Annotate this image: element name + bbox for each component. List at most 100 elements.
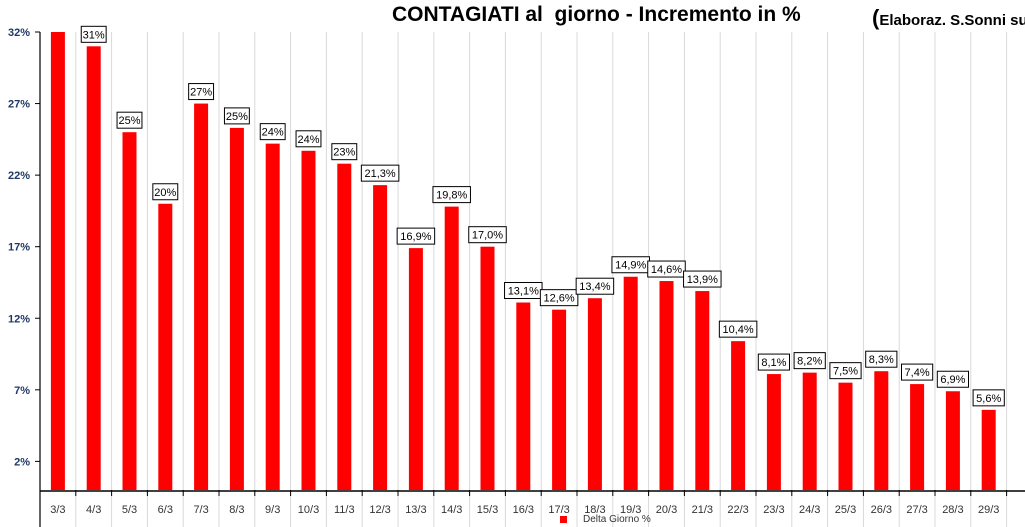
x-tick-label: 11/3 — [334, 504, 355, 516]
data-label-box — [647, 260, 686, 278]
x-tick-label: 22/3 — [727, 504, 748, 516]
data-label-box — [331, 143, 358, 161]
data-label: 13,4% — [579, 281, 610, 293]
data-label-box — [936, 370, 969, 388]
data-label: 21,3% — [364, 168, 395, 180]
x-tick-label: 23/3 — [763, 504, 784, 516]
bar — [802, 372, 817, 490]
data-label: 24% — [262, 127, 284, 139]
x-tick-label: 3/3 — [50, 504, 65, 516]
data-label-box — [223, 107, 250, 125]
bar — [659, 281, 674, 490]
data-label: 19,8% — [436, 190, 467, 202]
y-tick-label: 32% — [8, 27, 30, 39]
data-label-box — [259, 123, 286, 141]
data-label-box — [360, 164, 400, 182]
data-label-box — [793, 352, 826, 370]
data-label-box — [972, 389, 1005, 407]
data-label: 12,6% — [543, 293, 574, 305]
bar — [158, 203, 173, 490]
bar — [229, 127, 244, 491]
x-tick-label: 18/3 — [584, 504, 605, 516]
data-label-box — [116, 111, 143, 129]
bar — [301, 150, 316, 490]
data-label: 14,6% — [651, 264, 682, 276]
bar — [122, 132, 137, 490]
legend-swatch — [560, 516, 567, 523]
data-label: 8,2% — [797, 356, 822, 368]
bar — [373, 185, 388, 491]
bar — [194, 103, 209, 490]
data-label-box — [152, 183, 179, 201]
data-label: 14,9% — [615, 260, 646, 272]
x-tick-label: 7/3 — [193, 504, 208, 516]
x-tick-label: 6/3 — [158, 504, 173, 516]
x-tick-label: 19/3 — [620, 504, 641, 516]
data-label: 31% — [83, 29, 105, 41]
bar — [86, 46, 101, 490]
chart-title: CONTAGIATI al giorno - Incremento in % — [392, 3, 801, 26]
x-tick-label: 17/3 — [548, 504, 569, 516]
x-tick-label: 27/3 — [906, 504, 927, 516]
x-tick-label: 13/3 — [405, 504, 426, 516]
bar — [444, 206, 459, 491]
bar — [337, 163, 352, 491]
x-tick-label: 16/3 — [513, 504, 534, 516]
data-label: 20% — [154, 187, 176, 199]
data-label: 17,0% — [472, 230, 503, 242]
x-tick-label: 4/3 — [86, 504, 101, 516]
data-label: 6,9% — [940, 374, 965, 386]
data-label-box — [683, 270, 722, 288]
bar — [50, 32, 65, 490]
bar — [874, 371, 889, 490]
data-label-box — [188, 83, 215, 101]
y-tick-label: 22% — [8, 170, 30, 182]
data-label: 7,5% — [833, 366, 858, 378]
bar — [731, 341, 746, 490]
bar — [766, 374, 781, 490]
legend-label: Delta Giorno % — [583, 514, 651, 525]
data-label-box — [468, 226, 507, 244]
x-tick-label: 14/3 — [441, 504, 462, 516]
bar — [587, 298, 602, 490]
x-tick-label: 28/3 — [942, 504, 963, 516]
x-tick-label: 8/3 — [229, 504, 244, 516]
y-tick-label: 2% — [14, 456, 30, 468]
bar — [910, 384, 925, 490]
data-label-box — [757, 353, 790, 371]
bar — [516, 302, 531, 490]
x-tick-label: 10/3 — [298, 504, 319, 516]
data-label-box — [901, 363, 934, 381]
y-tick-label: 12% — [8, 313, 30, 325]
data-label-box — [80, 25, 107, 43]
data-label-box — [539, 289, 579, 307]
data-label: 23% — [333, 147, 355, 159]
chart-credit: (Elaboraz. S.Sonni su d — [872, 5, 1025, 30]
data-label: 25% — [118, 115, 140, 127]
bar — [838, 382, 853, 490]
data-label: 27% — [190, 87, 212, 99]
x-tick-label: 29/3 — [978, 504, 999, 516]
data-label: 25% — [226, 111, 248, 123]
x-tick-label: 20/3 — [656, 504, 677, 516]
data-label: 7,4% — [905, 367, 930, 379]
bar — [623, 276, 638, 490]
data-label-box — [432, 186, 471, 204]
bar — [265, 143, 280, 490]
bar — [408, 248, 423, 490]
data-label: 10,4% — [722, 324, 753, 336]
data-label: 13,9% — [687, 274, 718, 286]
data-label: 24% — [297, 134, 319, 146]
data-label-box — [865, 350, 898, 368]
x-tick-label: 26/3 — [871, 504, 892, 516]
x-tick-label: 21/3 — [692, 504, 713, 516]
data-label-box — [575, 277, 615, 295]
x-tick-label: 5/3 — [122, 504, 137, 516]
data-label: 13,1% — [508, 286, 539, 298]
legend: Delta Giorno % — [560, 514, 651, 525]
data-label: 16,9% — [400, 231, 431, 243]
y-tick-label: 17% — [8, 242, 30, 254]
x-tick-label: 15/3 — [477, 504, 498, 516]
x-tick-label: 12/3 — [369, 504, 390, 516]
